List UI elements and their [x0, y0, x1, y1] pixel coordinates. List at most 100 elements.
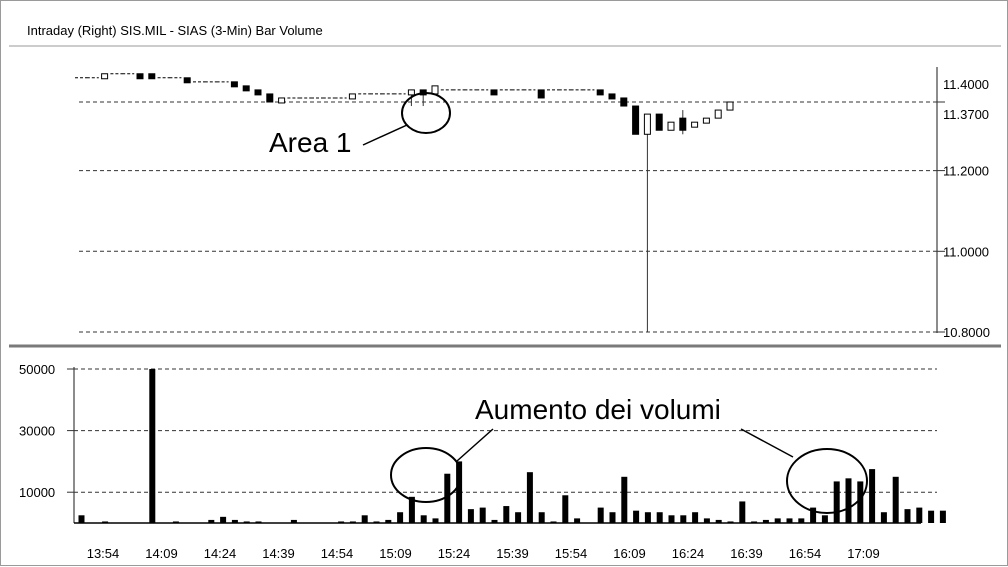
volume-bar: [149, 369, 156, 523]
price-candle: [537, 89, 545, 99]
volume-bar: [762, 519, 769, 523]
volume-bar: [774, 518, 781, 523]
volume-circle-left: [390, 447, 462, 503]
time-x-tick-labels: 13:54 14:09 14:24 14:39 14:54 15:09 15:24 15:39…: [87, 546, 880, 561]
time-tick-label: 15:09: [379, 546, 412, 561]
volume-bar: [916, 507, 923, 523]
time-tick-label: 15:54: [555, 546, 588, 561]
volume-bar: [255, 521, 262, 523]
volume-tick-label: 50000: [19, 362, 55, 377]
price-tick-label: 10.8000: [943, 325, 990, 340]
volume-bar: [574, 518, 581, 523]
price-tick-label: 11.4000: [943, 77, 989, 92]
volume-bar: [503, 506, 510, 523]
volume-bar: [349, 521, 356, 523]
time-tick-label: 16:39: [730, 546, 763, 561]
volume-y-tick-labels: 50000 30000 10000: [19, 362, 55, 500]
volume-bar: [432, 518, 439, 523]
time-tick-label: 13:54: [87, 546, 120, 561]
volume-bars: [78, 369, 946, 523]
price-candle: [667, 121, 675, 131]
price-gridlines: [79, 101, 945, 333]
volume-bar: [880, 512, 887, 523]
volume-bar: [515, 512, 522, 523]
volume-bar: [656, 512, 663, 523]
price-candle: [101, 73, 109, 80]
volume-bar: [668, 515, 675, 523]
time-tick-label: 14:09: [145, 546, 178, 561]
volume-bar: [385, 519, 392, 523]
price-tick-label: 11.3700: [943, 107, 989, 122]
time-tick-label: 15:24: [438, 546, 471, 561]
volume-bar: [208, 519, 215, 523]
price-candle: [230, 81, 238, 88]
volume-circle-right: [786, 448, 868, 514]
area-1-label: Area 1: [269, 127, 352, 158]
time-tick-label: 16:24: [672, 546, 705, 561]
price-candle: [714, 109, 722, 119]
time-tick-label: 14:39: [262, 546, 295, 561]
volume-bar: [467, 509, 474, 523]
volume-gridlines: [67, 368, 937, 493]
volume-bar: [692, 512, 699, 523]
volume-bar: [727, 521, 734, 523]
price-candle: [726, 101, 734, 111]
volume-pointer-left: [456, 428, 494, 462]
volume-bar: [845, 478, 852, 523]
volume-bar: [550, 521, 557, 523]
volume-bar: [562, 495, 569, 523]
volume-bar: [869, 469, 876, 523]
volume-bar: [798, 518, 805, 523]
price-candle: [242, 85, 250, 92]
volume-bar: [621, 476, 628, 523]
price-candles: [75, 73, 734, 332]
price-candle: [348, 93, 356, 100]
volume-bar: [397, 512, 404, 523]
volume-pointer-right: [740, 428, 794, 458]
volume-bar: [939, 510, 946, 523]
time-tick-label: 14:24: [204, 546, 237, 561]
volume-bar: [220, 516, 227, 523]
volume-bar: [703, 518, 710, 523]
price-candle: [679, 117, 687, 131]
price-candle: [596, 89, 604, 96]
price-candle: [608, 93, 616, 100]
volume-annotation: Aumento dei volumi: [390, 394, 868, 514]
price-y-tick-labels: 11.4000 11.3700 11.2000 11.0000 10.8000: [943, 77, 990, 340]
time-tick-label: 17:09: [847, 546, 880, 561]
price-tick-label: 11.0000: [943, 244, 989, 259]
volume-bar: [420, 515, 427, 523]
volume-bar: [491, 519, 498, 523]
volume-bar: [290, 519, 297, 523]
volume-bar: [526, 472, 533, 523]
volume-bar: [456, 461, 463, 523]
area-1-circle: [401, 92, 451, 134]
volume-bar: [609, 512, 616, 523]
volume-bar: [833, 481, 840, 523]
time-tick-label: 15:39: [496, 546, 529, 561]
price-candle: [490, 89, 498, 96]
time-tick-label: 14:54: [321, 546, 354, 561]
volume-bar: [538, 512, 545, 523]
volume-bar: [821, 515, 828, 523]
price-tick-label: 11.2000: [943, 164, 989, 179]
price-candle: [691, 121, 699, 128]
volume-tick-label: 30000: [19, 424, 55, 439]
price-candle: [183, 77, 191, 84]
volume-bar: [373, 521, 380, 523]
price-candle: [620, 97, 628, 107]
volume-bar: [810, 507, 817, 523]
price-candle: [407, 89, 415, 96]
price-candle: [254, 89, 262, 96]
volume-bar: [751, 521, 758, 523]
volume-bar: [361, 515, 368, 523]
volume-bar: [479, 507, 486, 523]
chart-title: Intraday (Right) SIS.MIL - SIAS (3-Min) …: [27, 23, 323, 38]
volume-bar: [338, 521, 345, 523]
volume-bar: [102, 521, 109, 523]
area-1-annotation: Area 1: [269, 92, 451, 158]
volume-bar: [172, 521, 179, 523]
volume-bar: [243, 521, 250, 523]
volume-bar: [786, 518, 793, 523]
